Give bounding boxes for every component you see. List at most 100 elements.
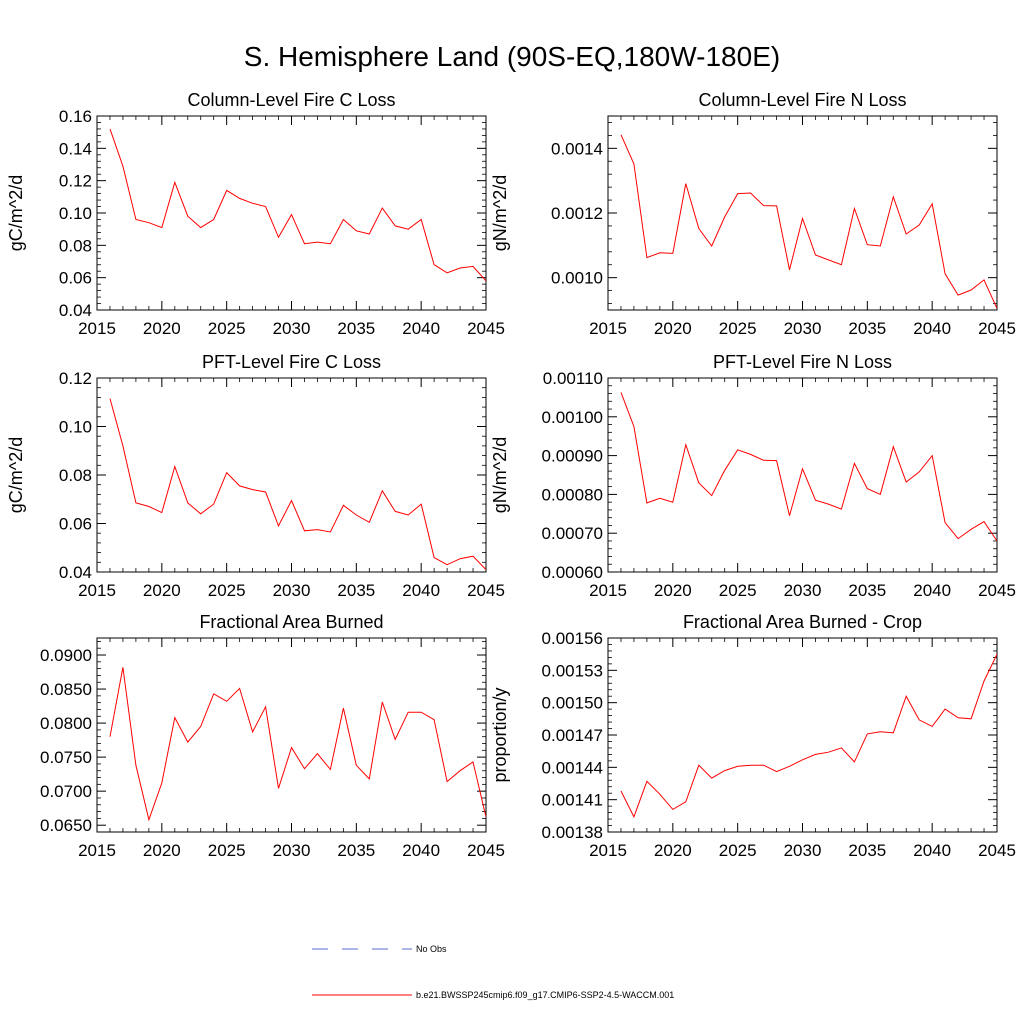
x-tick-label: 2025 <box>719 319 757 338</box>
y-tick-label: 0.12 <box>59 172 92 191</box>
y-tick-label: 0.00144 <box>542 758 603 777</box>
y-tick-label: 0.00080 <box>542 485 603 504</box>
x-tick-label: 2025 <box>208 581 246 600</box>
y-axis-label: gC/m^2/d <box>6 437 26 513</box>
x-tick-label: 2025 <box>719 581 757 600</box>
series-line-1 <box>109 128 486 282</box>
x-tick-label: 2040 <box>913 841 951 860</box>
x-tick-label: 2030 <box>273 581 311 600</box>
panels: Column-Level Fire C Loss 2015 2020 2025 2030… <box>6 90 1016 860</box>
series-line-1 <box>620 653 997 819</box>
y-tick-label: 0.0700 <box>40 782 92 801</box>
x-tick-label: 2035 <box>337 581 375 600</box>
y-tick-label: 0.0750 <box>40 748 92 767</box>
y-tick-label: 0.0900 <box>40 646 92 665</box>
x-tick-label: 2020 <box>143 319 181 338</box>
x-tick-label: 2035 <box>848 319 886 338</box>
x-tick-label: 2015 <box>78 841 116 860</box>
x-tick-label: 2020 <box>654 319 692 338</box>
y-axis-label: gC/m^2/d <box>6 175 26 251</box>
plot-frame <box>96 377 487 573</box>
legend-label-no-obs: No Obs <box>416 944 447 954</box>
legend-label-model: b.e21.BWSSP245cmip6.f09_g17.CMIP6-SSP2-4… <box>416 990 674 1000</box>
x-tick-label: 2040 <box>402 841 440 860</box>
y-tick-label: 0.0012 <box>551 204 603 223</box>
y-tick-label: 0.00147 <box>542 726 603 745</box>
y-tick-label: 0.0850 <box>40 680 92 699</box>
x-tick-label: 2040 <box>402 581 440 600</box>
y-tick-label: 0.00100 <box>542 408 603 427</box>
x-tick-label: 2045 <box>467 581 505 600</box>
y-tick-label: 0.12 <box>59 369 92 388</box>
x-tick-label: 2045 <box>978 319 1016 338</box>
panel-title: Fractional Area Burned - Crop <box>683 612 922 632</box>
legend: No Obs b.e21.BWSSP245cmip6.f09_g17.CMIP6… <box>312 944 674 1000</box>
plot-frame <box>607 115 998 311</box>
x-tick-label: 2015 <box>78 581 116 600</box>
y-tick-label: 0.00138 <box>542 823 603 842</box>
x-tick-label: 2035 <box>848 581 886 600</box>
x-tick-label: 2030 <box>784 841 822 860</box>
panel-5: Fractional Area Burned 2015 2020 2025 2030 20… <box>40 612 505 860</box>
panel-title: Fractional Area Burned <box>199 612 383 632</box>
y-tick-label: 0.10 <box>59 418 92 437</box>
x-tick-label: 2030 <box>784 581 822 600</box>
plot-frame <box>607 377 998 573</box>
y-axis-label: proportion/y <box>490 687 510 782</box>
x-tick-label: 2015 <box>589 319 627 338</box>
series-line-1 <box>109 667 486 822</box>
x-tick-label: 2040 <box>913 581 951 600</box>
panel-title: Column-Level Fire N Loss <box>698 90 906 110</box>
y-tick-label: 0.00110 <box>543 369 603 388</box>
x-tick-label: 2025 <box>208 841 246 860</box>
y-tick-label: 0.04 <box>59 563 92 582</box>
x-tick-label: 2040 <box>402 319 440 338</box>
panel-title: PFT-Level Fire C Loss <box>202 352 381 372</box>
x-tick-label: 2020 <box>143 581 181 600</box>
y-tick-label: 0.06 <box>59 269 92 288</box>
x-tick-label: 2025 <box>719 841 757 860</box>
panel-2: Column-Level Fire N Loss 2015 2020 2025 2030… <box>490 90 1016 338</box>
x-tick-label: 2045 <box>467 319 505 338</box>
panel-title: PFT-Level Fire N Loss <box>713 352 892 372</box>
y-tick-label: 0.0014 <box>551 139 603 158</box>
x-tick-label: 2025 <box>208 319 246 338</box>
x-tick-label: 2030 <box>784 319 822 338</box>
y-tick-label: 0.0010 <box>551 269 603 288</box>
y-tick-label: 0.00090 <box>542 447 603 466</box>
series-line-1 <box>620 392 997 542</box>
x-tick-label: 2035 <box>848 841 886 860</box>
y-tick-label: 0.16 <box>59 107 92 126</box>
y-tick-label: 0.00141 <box>542 791 603 810</box>
plot-frame <box>96 637 487 833</box>
y-axis-label: gN/m^2/d <box>490 437 510 513</box>
x-tick-label: 2040 <box>913 319 951 338</box>
x-tick-label: 2045 <box>978 581 1016 600</box>
y-tick-label: 0.08 <box>59 236 92 255</box>
series-line-1 <box>109 398 486 570</box>
y-tick-label: 0.0650 <box>40 816 92 835</box>
y-tick-label: 0.00150 <box>542 694 603 713</box>
y-tick-label: 0.10 <box>59 204 92 223</box>
panel-title: Column-Level Fire C Loss <box>187 90 395 110</box>
x-tick-label: 2030 <box>273 841 311 860</box>
x-tick-label: 2020 <box>143 841 181 860</box>
x-tick-label: 2020 <box>654 581 692 600</box>
x-tick-label: 2015 <box>589 841 627 860</box>
y-tick-label: 0.00060 <box>542 563 603 582</box>
x-tick-label: 2035 <box>337 841 375 860</box>
y-tick-label: 0.00156 <box>542 629 603 648</box>
figure-title: S. Hemisphere Land (90S-EQ,180W-180E) <box>244 41 780 72</box>
x-tick-label: 2020 <box>654 841 692 860</box>
series-line-1 <box>620 134 997 309</box>
y-tick-label: 0.14 <box>59 139 92 158</box>
y-tick-label: 0.0800 <box>40 714 92 733</box>
y-tick-label: 0.08 <box>59 466 92 485</box>
y-tick-label: 0.06 <box>59 515 92 534</box>
y-tick-label: 0.04 <box>59 301 92 320</box>
plot-frame <box>607 637 998 833</box>
x-tick-label: 2035 <box>337 319 375 338</box>
x-tick-label: 2015 <box>78 319 116 338</box>
panel-6: Fractional Area Burned - Crop 2015 2020 202… <box>490 612 1016 860</box>
